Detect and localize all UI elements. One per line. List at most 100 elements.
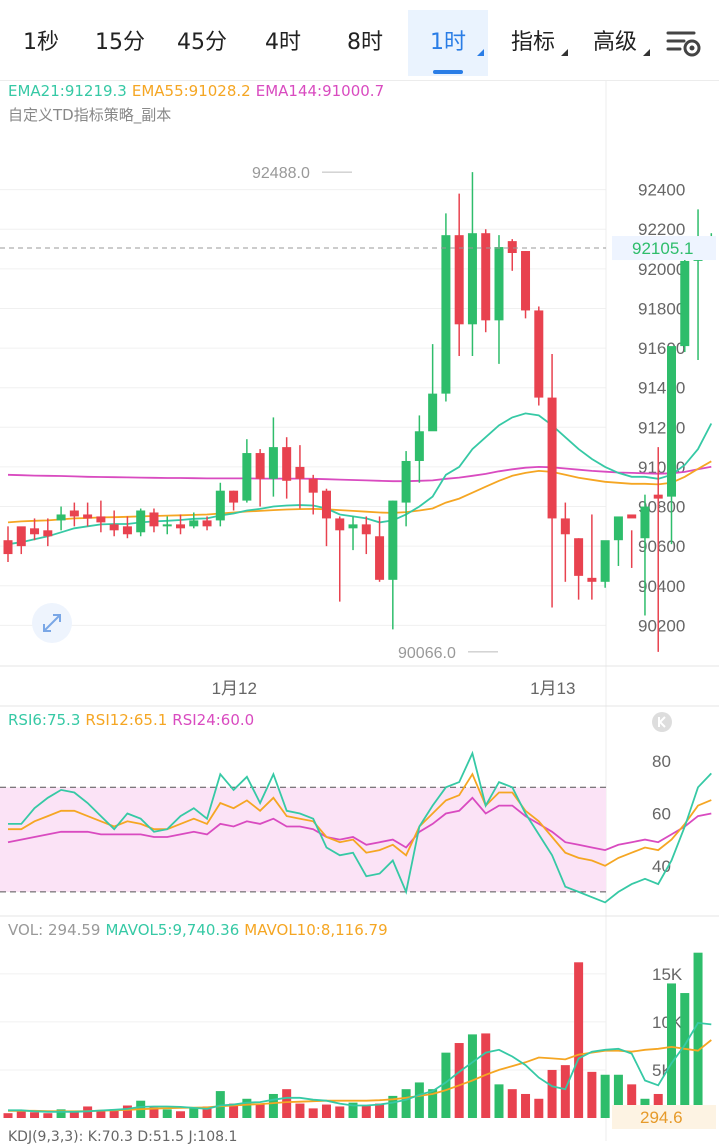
price-tick-label: 92200 (638, 220, 685, 239)
candle-body (69, 510, 79, 517)
date-axis-label: 1月13 (530, 679, 575, 698)
candle-body (136, 510, 146, 533)
candle-body (388, 500, 398, 580)
candle-body (3, 540, 13, 555)
candle-body (16, 526, 26, 547)
dropdown-triangle-icon (561, 49, 568, 56)
tab-8h[interactable]: 8时 (347, 30, 383, 55)
dropdown-triangle-icon (643, 49, 650, 56)
candle-body (494, 247, 504, 321)
ema21-legend-label: EMA21:91219.3 (8, 82, 127, 100)
dropdown-triangle-icon (477, 49, 484, 56)
volume-bar (215, 1091, 225, 1118)
tab-indicators[interactable]: 指标 (500, 10, 568, 76)
rsi6-legend-label: RSI6:75.3 (8, 711, 81, 729)
candle-body (454, 235, 464, 325)
candle-body (653, 494, 663, 499)
expand-chart-icon (43, 614, 61, 632)
candle-body (547, 397, 557, 519)
max-price-annotation: 92488.0 (252, 165, 310, 182)
min-price-annotation: 90066.0 (398, 645, 456, 662)
candle-body (627, 514, 637, 519)
volume-bar (242, 1098, 252, 1118)
candle-body (613, 516, 623, 541)
volume-bar (335, 1106, 345, 1118)
ema144-legend-label: EMA144:91000.7 (255, 82, 385, 100)
candle-body (587, 577, 597, 582)
volume-bar (96, 1110, 106, 1118)
rsi-level-label: 80 (652, 752, 671, 771)
volume-bar (693, 952, 703, 1118)
tab-1s[interactable]: 1秒 (23, 30, 59, 55)
volume-bar (361, 1105, 371, 1118)
candle-body (375, 536, 385, 580)
rsi-band (0, 787, 606, 892)
candle-body (574, 538, 584, 576)
candle-body (467, 233, 477, 325)
tab-1h[interactable]: 1时 (408, 10, 488, 76)
candle-body (122, 526, 132, 535)
candle-body (229, 490, 239, 503)
tab-advanced[interactable]: 高级 (582, 10, 650, 76)
volume-bar (467, 1034, 477, 1118)
tab-45m[interactable]: 45分 (177, 30, 227, 55)
rsi12-line (8, 772, 712, 867)
volume-bar (414, 1082, 424, 1118)
candle-body (441, 235, 451, 394)
current-price-tag (612, 236, 716, 261)
candle-body (401, 460, 411, 503)
candle-body (321, 490, 331, 519)
ema21-line (7, 412, 713, 546)
volume-bar (388, 1095, 398, 1118)
candle-body (308, 478, 318, 493)
candle-body (667, 346, 676, 497)
volume-bar (574, 962, 584, 1118)
volume-bar (547, 1069, 557, 1118)
ema55-legend-label: EMA55:91028.2 (131, 82, 251, 100)
candle-body (295, 466, 305, 479)
price-tick-label: 91800 (638, 299, 685, 318)
volume-bar (428, 1089, 438, 1118)
price-tick-label: 91400 (638, 379, 685, 398)
volume-bar (176, 1111, 186, 1118)
rsi24-line (7, 796, 712, 852)
volume-bar (295, 1103, 305, 1118)
candle-body (361, 524, 371, 535)
active-tab-indicator (433, 70, 463, 74)
volume-bar (83, 1106, 93, 1118)
timeframe-tab-bar: 1秒 15分 45分 4时 8时 1时 指标 高级 (0, 0, 719, 81)
candle-body (176, 524, 186, 529)
candle-body (96, 516, 106, 523)
candle-body (202, 520, 212, 527)
volume-bar (56, 1109, 66, 1118)
candle-body (189, 520, 199, 527)
candle-body (560, 518, 570, 535)
volume-bar (229, 1103, 239, 1118)
volume-bar (122, 1105, 132, 1118)
volume-last-tag (612, 1105, 716, 1129)
candle-body (255, 453, 265, 479)
candle-body (600, 540, 610, 582)
volume-bar (587, 1071, 597, 1118)
rsi-level-label: 60 (652, 804, 671, 823)
volume-bar (69, 1111, 79, 1118)
volume-bar (162, 1109, 172, 1118)
chart-settings-icon[interactable] (664, 26, 704, 60)
candle-body (242, 453, 252, 501)
volume-bar (627, 1084, 637, 1118)
candle-body (282, 447, 292, 481)
mavol10-legend-label: MAVOL10:8,116.79 (244, 921, 388, 939)
candle-body (640, 506, 650, 539)
price-tick-label: 91200 (638, 418, 685, 437)
mavol5-line (8, 1021, 712, 1113)
tab-15m[interactable]: 15分 (95, 30, 145, 55)
volume-bar (401, 1089, 411, 1118)
volume-bar (189, 1108, 199, 1118)
tab-4h[interactable]: 4时 (265, 30, 301, 55)
volume-bar (613, 1074, 623, 1118)
price-tick-label: 92400 (638, 181, 685, 200)
volume-bar (507, 1089, 517, 1118)
candle-body (414, 431, 424, 461)
volume-tick-label: 15K (652, 965, 683, 984)
